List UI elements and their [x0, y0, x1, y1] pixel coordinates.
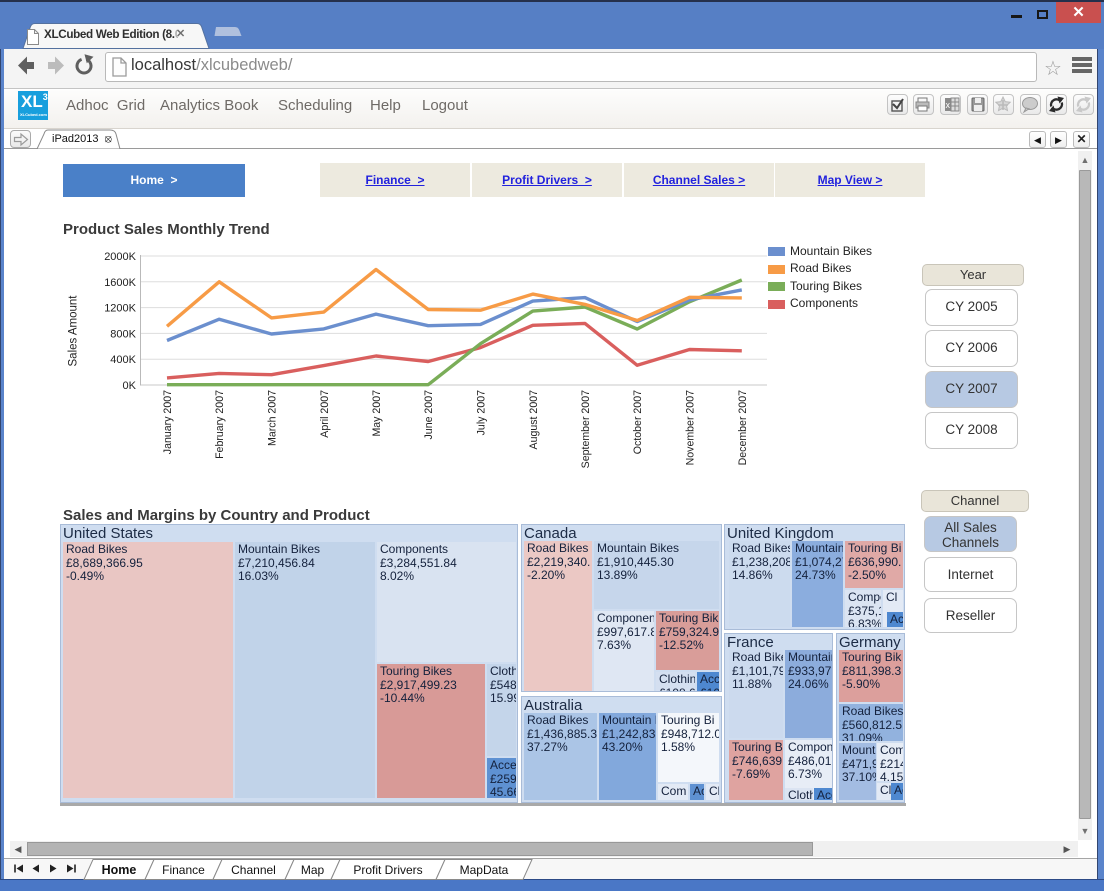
svg-text:Channel: Channel [231, 863, 276, 877]
svg-text:0K: 0K [123, 380, 137, 392]
svg-text:800K: 800K [110, 328, 136, 340]
svg-text:September 2007: September 2007 [580, 390, 592, 468]
svg-text:May 2007: May 2007 [371, 390, 383, 437]
svg-text:400K: 400K [110, 354, 136, 366]
svg-text:July 2007: July 2007 [476, 390, 488, 435]
svg-text:Finance: Finance [162, 863, 205, 877]
svg-text:Map: Map [301, 863, 325, 877]
svg-text:February 2007: February 2007 [214, 390, 226, 459]
svg-text:December 2007: December 2007 [737, 390, 749, 465]
svg-text:March 2007: March 2007 [267, 390, 279, 446]
svg-text:2000K: 2000K [104, 251, 136, 263]
svg-text:November 2007: November 2007 [685, 390, 697, 465]
svg-text:Sales Amount: Sales Amount [68, 295, 80, 367]
svg-text:1200K: 1200K [104, 303, 136, 315]
svg-text:Profit Drivers: Profit Drivers [353, 863, 422, 877]
svg-text:June 2007: June 2007 [423, 390, 435, 440]
svg-text:October 2007: October 2007 [632, 390, 644, 454]
svg-text:x: x [946, 100, 951, 110]
svg-text:April 2007: April 2007 [319, 390, 331, 438]
svg-text:1600K: 1600K [104, 277, 136, 289]
svg-text:MapData: MapData [460, 863, 509, 877]
svg-text:Home: Home [102, 863, 137, 877]
svg-text:January 2007: January 2007 [162, 390, 174, 454]
svg-text:August 2007: August 2007 [528, 390, 540, 450]
